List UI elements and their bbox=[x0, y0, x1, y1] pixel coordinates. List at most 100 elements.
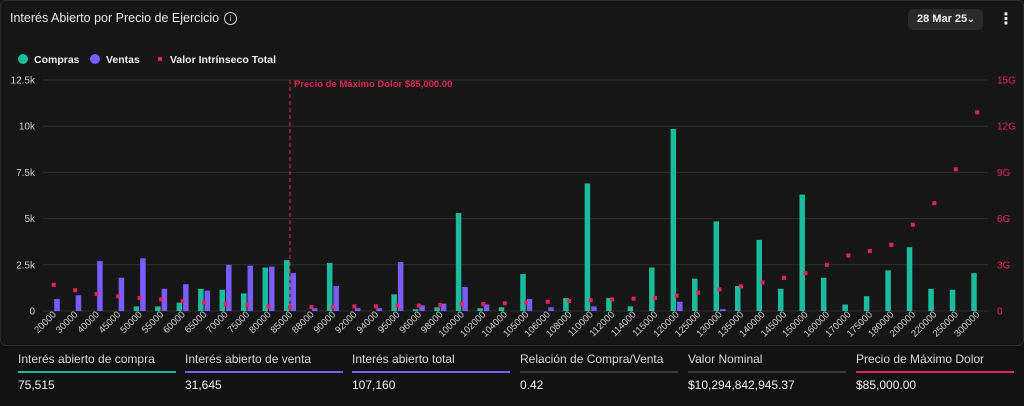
info-circle-icon[interactable]: i bbox=[224, 12, 238, 26]
stat-value: 0.42 bbox=[520, 378, 544, 392]
stat-value: $10,294,842,945.37 bbox=[688, 378, 795, 392]
bar-ventas bbox=[161, 288, 168, 311]
stat-underline bbox=[185, 371, 343, 373]
max-pain-label: Precio de Máximo Dolor $85,000.00 bbox=[294, 79, 452, 90]
y-right-tick-label: 15G bbox=[997, 76, 1016, 87]
bar-compras bbox=[455, 213, 462, 311]
intrinsic-value-point bbox=[373, 304, 378, 309]
intrinsic-value-point bbox=[223, 302, 228, 307]
stat-label: Interés abierto de venta bbox=[185, 352, 312, 366]
y-left-tick-label: 10k bbox=[19, 122, 36, 133]
y-right-tick-label: 6G bbox=[997, 214, 1011, 225]
bar-ventas bbox=[204, 290, 211, 311]
x-tick-label: 75000 bbox=[226, 309, 252, 335]
bar-ventas bbox=[548, 307, 554, 311]
open-interest-chart: 0 2.5k 5k 7.5k 10k 12.5k 0 3G 6G 9G 12G 15G Precio d… bbox=[11, 76, 1017, 340]
x-tick-label: 55000 bbox=[140, 309, 166, 335]
bar-compras bbox=[670, 128, 677, 311]
y-left-tick-label: 7.5k bbox=[16, 168, 36, 179]
stat-label: Interés abierto total bbox=[352, 352, 455, 366]
bar-compras bbox=[971, 273, 977, 311]
stat-max-pain-price: Precio de Máximo Dolor $85,000.00 bbox=[856, 352, 1014, 392]
bar-ventas bbox=[226, 264, 232, 311]
bar-ventas bbox=[483, 304, 490, 311]
bar-ventas bbox=[140, 258, 146, 311]
legend-label: Ventas bbox=[106, 54, 140, 66]
bar-ventas bbox=[419, 305, 425, 311]
bar-compras bbox=[777, 288, 784, 311]
bar-ventas bbox=[97, 261, 103, 311]
bar-compras bbox=[799, 194, 805, 311]
stat-underline bbox=[688, 371, 846, 373]
date-label: 28 Mar 25 bbox=[917, 13, 968, 25]
legend-label: Valor Intrínseco Total bbox=[170, 54, 276, 66]
intrinsic-value-point bbox=[137, 295, 142, 300]
legend-item-ventas[interactable]: Ventas bbox=[90, 54, 140, 66]
intrinsic-value-point bbox=[739, 284, 744, 289]
intrinsic-value-point bbox=[631, 296, 636, 301]
bar-compras bbox=[735, 286, 741, 311]
intrinsic-value-point bbox=[674, 293, 679, 298]
x-tick-label: 65000 bbox=[183, 309, 209, 335]
legend-item-valor-intrinseco[interactable]: Valor Intrínseco Total bbox=[155, 54, 276, 66]
intrinsic-value-point bbox=[932, 201, 937, 206]
bar-compras bbox=[949, 289, 956, 311]
y-left-tick-label: 0 bbox=[29, 307, 35, 318]
bar-ventas bbox=[183, 284, 189, 311]
bar-compras bbox=[283, 260, 290, 311]
intrinsic-value-point bbox=[73, 288, 78, 293]
bar-compras bbox=[713, 221, 720, 311]
intrinsic-value-point bbox=[867, 248, 872, 253]
chart-title: Interés Abierto por Precio de Ejercicio bbox=[10, 11, 220, 25]
intrinsic-value-point bbox=[159, 297, 164, 302]
bar-compras bbox=[820, 277, 827, 311]
stat-value: 75,515 bbox=[18, 378, 55, 392]
y-right-tick-label: 0 bbox=[997, 307, 1003, 318]
bar-ventas bbox=[311, 308, 318, 311]
bar-compras bbox=[563, 298, 569, 311]
bar-ventas bbox=[397, 262, 404, 311]
x-tick-label: 50000 bbox=[118, 309, 144, 335]
intrinsic-value-point bbox=[287, 305, 292, 310]
chart-title-row: Interés Abierto por Precio de Ejercicio i bbox=[10, 11, 238, 26]
x-tick-label: 85000 bbox=[269, 309, 295, 335]
bar-compras bbox=[133, 306, 140, 311]
bar-compras bbox=[584, 183, 591, 311]
bar-compras bbox=[842, 304, 848, 311]
stat-underline bbox=[520, 371, 678, 373]
bar-ventas bbox=[677, 301, 683, 311]
x-tick-label: 95000 bbox=[376, 309, 402, 335]
legend-item-compras[interactable]: Compras bbox=[18, 54, 80, 66]
bar-ventas bbox=[54, 298, 60, 311]
stat-underline bbox=[18, 371, 176, 373]
x-tick-label: 90000 bbox=[312, 309, 338, 335]
bar-compras bbox=[498, 307, 505, 311]
stat-call-open-interest: Interés abierto de compra 75,515 bbox=[18, 352, 176, 392]
bar-ventas bbox=[462, 286, 468, 311]
date-selector-button[interactable]: 28 Mar 25 ⌄ bbox=[908, 9, 983, 30]
y-right-tick-label: 3G bbox=[997, 260, 1011, 271]
intrinsic-value-point bbox=[653, 295, 658, 300]
intrinsic-value-point bbox=[953, 167, 958, 172]
legend-label: Compras bbox=[34, 54, 80, 66]
legend-swatch-valor-intrinseco bbox=[158, 57, 162, 61]
x-tick-label: 70000 bbox=[204, 309, 230, 335]
intrinsic-value-point bbox=[116, 294, 121, 299]
stat-label: Valor Nominal bbox=[688, 352, 763, 366]
legend-swatch-ventas bbox=[90, 54, 100, 64]
bar-compras bbox=[412, 309, 419, 311]
bar-ventas bbox=[269, 266, 275, 311]
x-tick-label: 88000 bbox=[290, 309, 316, 335]
y-right-tick-label: 12G bbox=[997, 122, 1016, 133]
intrinsic-value-point bbox=[975, 110, 980, 115]
intrinsic-value-point bbox=[567, 298, 572, 303]
y-left-tick-label: 12.5k bbox=[11, 76, 36, 87]
stat-notional-value: Valor Nominal $10,294,842,945.37 bbox=[688, 352, 846, 392]
intrinsic-value-point bbox=[803, 271, 808, 276]
intrinsic-value-point bbox=[416, 303, 421, 308]
bar-ventas bbox=[118, 277, 125, 311]
bar-compras bbox=[692, 278, 698, 311]
intrinsic-value-point bbox=[889, 242, 894, 247]
bar-compras bbox=[391, 294, 397, 311]
intrinsic-value-point bbox=[245, 302, 250, 307]
